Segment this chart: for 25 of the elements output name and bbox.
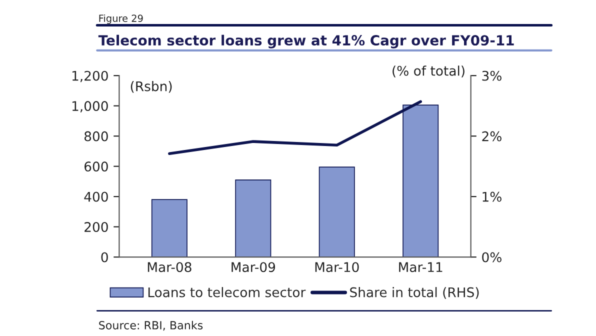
y2-tick-label: 0% [482, 252, 502, 262]
legend-label: Loans to telecom sector [148, 287, 306, 298]
y2-tick-label: 2% [482, 131, 502, 142]
bar [318, 166, 355, 258]
y-tick-label: 400 [84, 192, 108, 202]
y-tick-label: 800 [84, 131, 108, 142]
y-axis-title: (Rsbn) [130, 81, 172, 93]
chart-title: Telecom sector loans grew at 41% Cagr over FY09-11 [98, 34, 514, 48]
bar [235, 180, 272, 258]
y-tick-label: 1,000 [72, 101, 108, 112]
x-tick-label: Mar-08 [148, 262, 192, 272]
legend-label: Share in total (RHS) [350, 287, 479, 299]
y2-tick-label: 3% [482, 70, 502, 81]
x-tick-label: Mar-09 [232, 262, 276, 272]
y2-tick-label: 1% [482, 192, 502, 202]
y2-axis-title: (% of total) [392, 66, 464, 78]
bar [151, 199, 188, 258]
y-tick-label: 0 [101, 252, 108, 262]
x-tick-label: Mar-11 [399, 262, 442, 272]
x-tick-label: Mar-10 [315, 262, 359, 272]
source-note: Source: RBI, Banks [99, 320, 203, 331]
y-tick-label: 600 [84, 162, 108, 172]
y-tick-label: 200 [84, 222, 108, 232]
y-tick-label: 1,200 [72, 70, 108, 82]
caption: Figure 29 [99, 14, 143, 24]
